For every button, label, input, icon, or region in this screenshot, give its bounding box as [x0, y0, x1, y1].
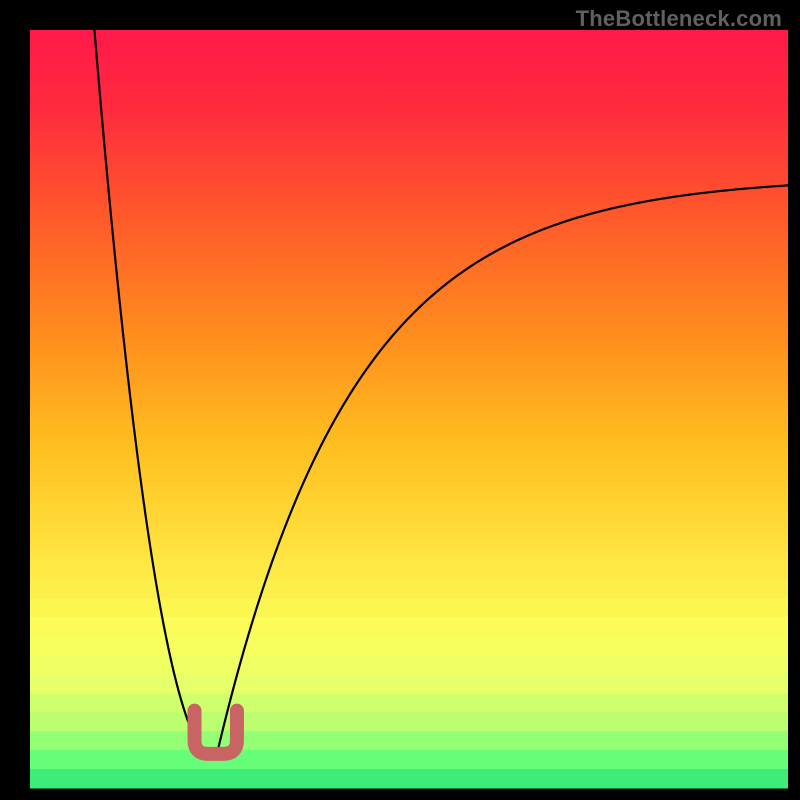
chart-container	[0, 0, 800, 800]
gradient-band	[30, 617, 788, 636]
plot-area	[30, 30, 788, 789]
bottleneck-chart	[0, 0, 800, 800]
gradient-band	[30, 561, 788, 580]
gradient-band	[30, 769, 788, 788]
gradient-band	[30, 636, 788, 655]
gradient-band	[30, 693, 788, 712]
gradient-band	[30, 712, 788, 731]
watermark-text: TheBottleneck.com	[576, 6, 782, 32]
gradient-band	[30, 599, 788, 618]
gradient-band	[30, 731, 788, 750]
gradient-band	[30, 580, 788, 599]
gradient-band	[30, 655, 788, 674]
gradient-band	[30, 750, 788, 769]
gradient-band	[30, 674, 788, 693]
